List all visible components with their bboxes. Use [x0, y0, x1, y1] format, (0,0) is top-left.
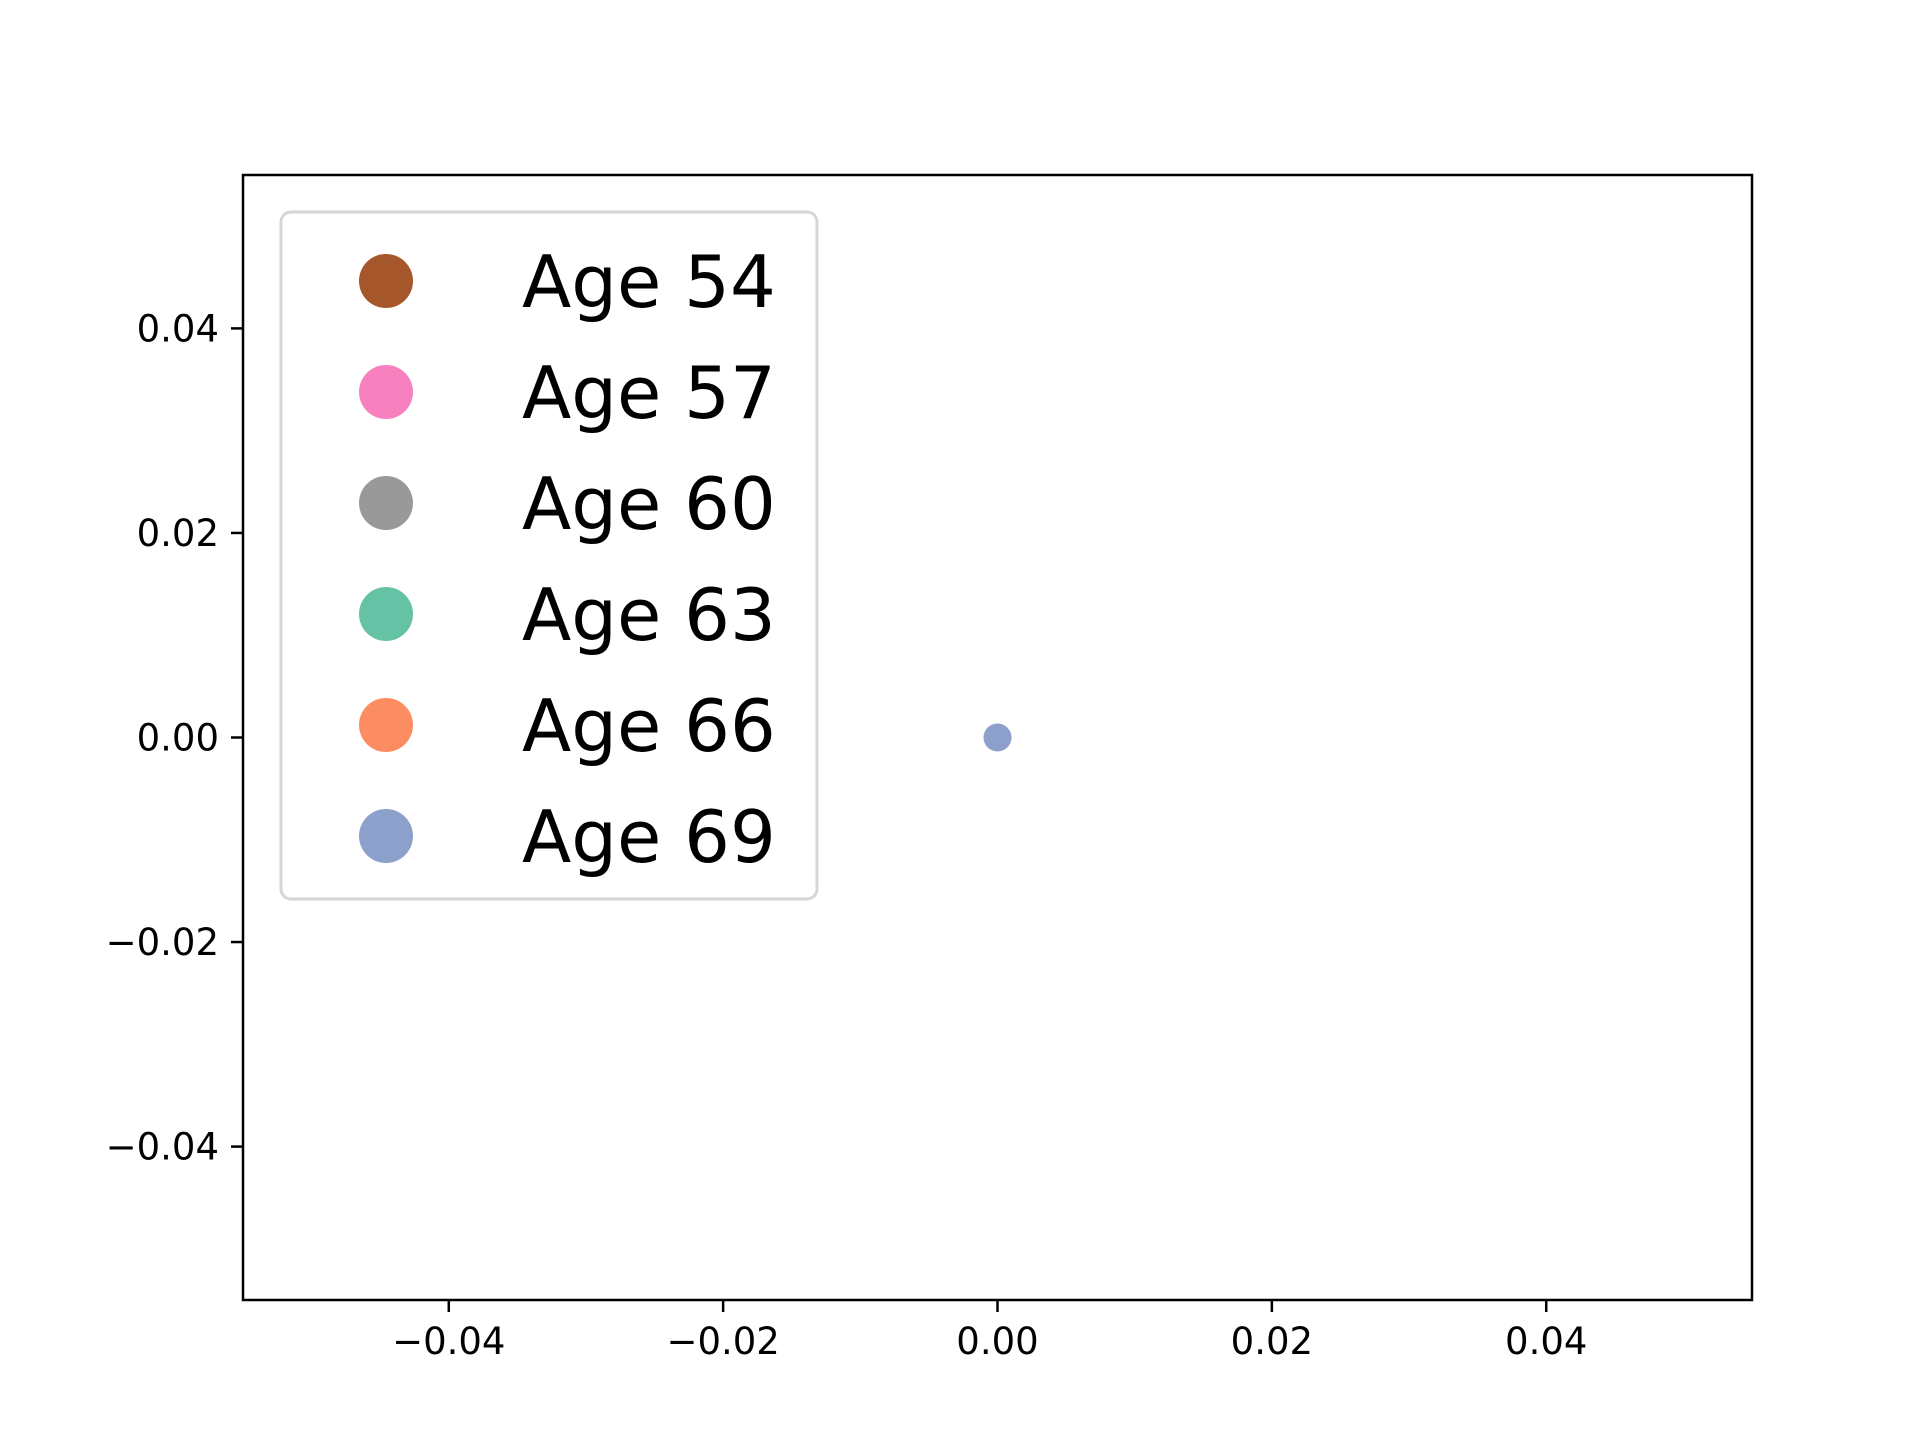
- legend-marker: [359, 254, 413, 308]
- x-tick-label: 0.04: [1505, 1320, 1587, 1363]
- legend: Age 54 Age 57 Age 60 Age 63 Age 66 Age 69: [279, 210, 819, 901]
- legend-marker: [359, 365, 413, 419]
- axes-frame: [241, 173, 1754, 1302]
- x-tick-label: −0.02: [666, 1320, 779, 1363]
- x-axis: −0.04 −0.02 0.00 0.02 0.04: [392, 1300, 1587, 1363]
- legend-marker: [359, 587, 413, 641]
- y-tick-label: −0.04: [106, 1126, 219, 1169]
- legend-box: [279, 210, 819, 901]
- legend-marker: [359, 809, 413, 863]
- legend-marker: [359, 698, 413, 752]
- legend-label: Age 57: [522, 351, 776, 435]
- y-tick-label: 0.02: [137, 512, 219, 555]
- y-tick-label: 0.04: [137, 307, 219, 350]
- legend-label: Age 63: [522, 573, 776, 657]
- legend-label: Age 60: [522, 462, 776, 546]
- x-tick-label: −0.04: [392, 1320, 505, 1363]
- y-tick-label: 0.00: [137, 717, 219, 760]
- legend-label: Age 54: [522, 240, 776, 324]
- legend-label: Age 69: [522, 795, 776, 879]
- data-point: [983, 723, 1012, 752]
- legend-marker: [359, 476, 413, 530]
- x-tick-label: 0.02: [1231, 1320, 1313, 1363]
- y-tick-label: −0.02: [106, 921, 219, 964]
- x-tick-label: 0.00: [956, 1320, 1038, 1363]
- legend-label: Age 66: [522, 684, 776, 768]
- y-axis: 0.04 0.02 0.00 −0.02 −0.04: [106, 307, 243, 1169]
- plot-area: [983, 723, 1012, 752]
